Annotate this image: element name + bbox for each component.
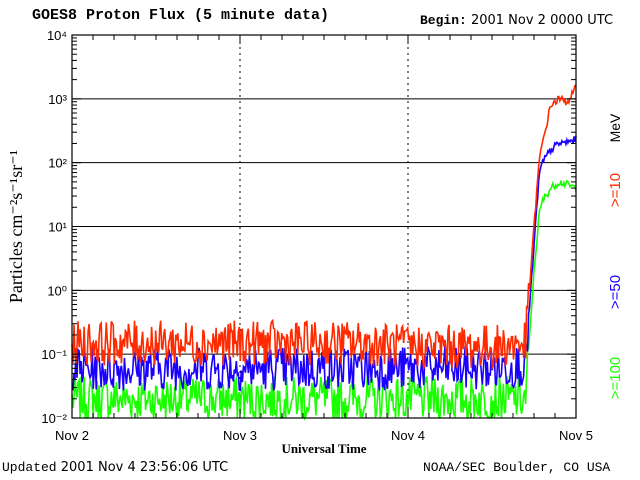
series-line-ge100 <box>71 179 577 421</box>
begin-label: Begin: <box>420 13 467 28</box>
agency-credit: NOAA/SEC Boulder, CO USA <box>423 460 611 475</box>
y-tick-label: 10² <box>48 156 67 171</box>
updated-timestamp: Updated 2001 Nov 4 23:56:06 UTC <box>2 460 228 475</box>
y-tick-label: 10⁻¹ <box>41 347 67 362</box>
y-axis-label: Particles cm⁻²s⁻¹sr⁻¹ <box>6 150 26 303</box>
begin-value: 2001 Nov 2 0000 UTC <box>470 13 614 28</box>
legend-label-ge10: >=10 <box>607 173 624 207</box>
chart-title: GOES8 Proton Flux (5 minute data) <box>32 7 330 24</box>
x-tick-label: Nov 5 <box>559 428 593 443</box>
y-tick-label: 10⁰ <box>47 283 67 298</box>
updated-label: Updated <box>2 460 57 475</box>
x-tick-label: Nov 3 <box>223 428 257 443</box>
x-axis-label: Universal Time <box>281 441 366 456</box>
legend-label-ge50: >=50 <box>607 275 624 309</box>
x-tick-label: Nov 4 <box>391 428 425 443</box>
legend-label-ge100: >=100 <box>607 357 624 400</box>
begin-timestamp: Begin: 2001 Nov 2 0000 UTC <box>420 13 613 28</box>
y-tick-label: 10³ <box>48 92 67 107</box>
series-line-ge10 <box>71 84 577 371</box>
x-tick-label: Nov 2 <box>55 428 89 443</box>
y-tick-label: 10¹ <box>48 220 67 235</box>
unit-label: MeV <box>607 113 623 142</box>
y-tick-label: 10⁻² <box>41 411 67 426</box>
updated-value: 2001 Nov 4 23:56:06 UTC <box>60 460 229 475</box>
y-tick-label: 10⁴ <box>47 28 67 43</box>
